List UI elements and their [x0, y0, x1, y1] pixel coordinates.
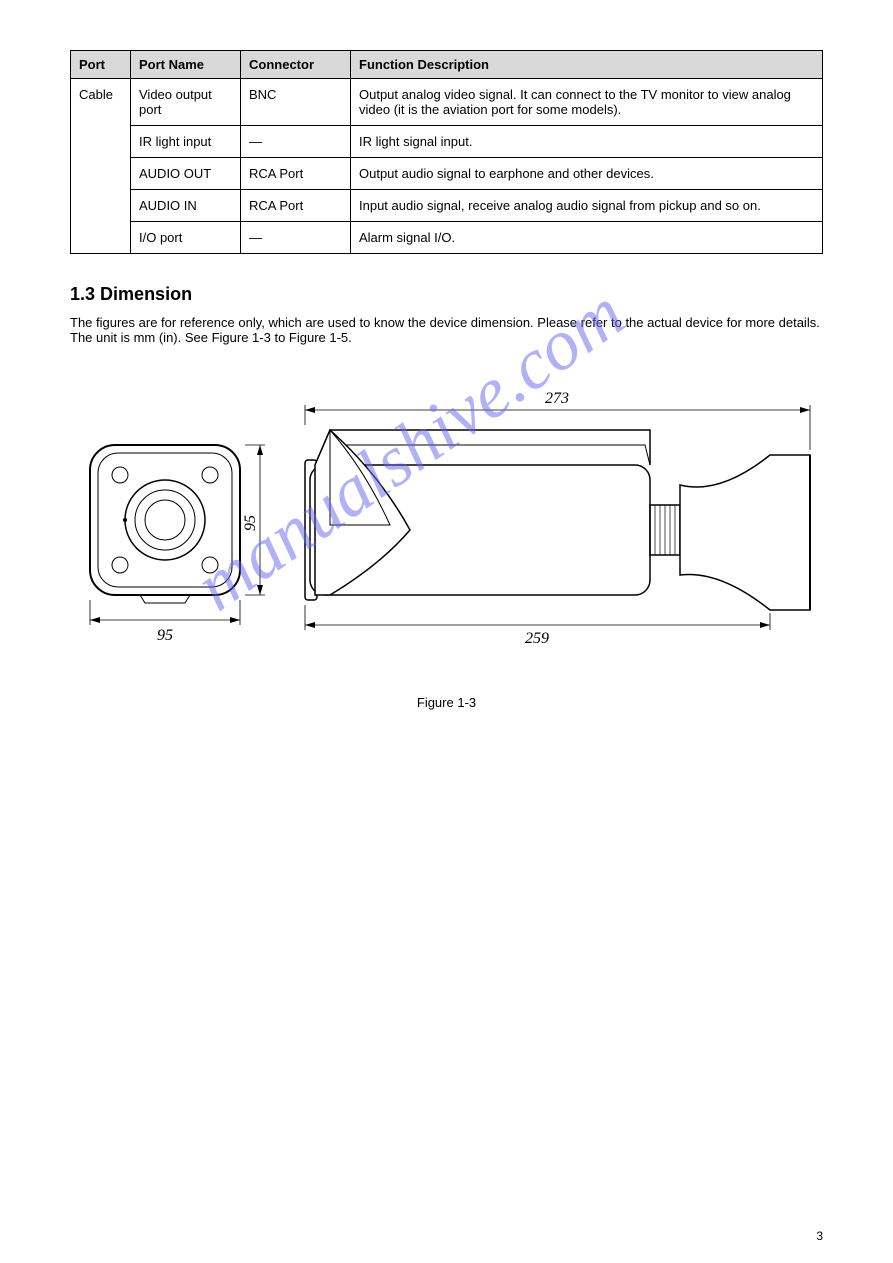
cell-name: IR light input	[131, 126, 241, 158]
cell-desc: Alarm signal I/O.	[351, 222, 823, 254]
dim-height-text: 95	[242, 515, 259, 531]
table-row: AUDIO OUT RCA Port Output audio signal t…	[71, 158, 823, 190]
cell-desc: Output analog video signal. It can conne…	[351, 79, 823, 126]
cell-conn: —	[241, 126, 351, 158]
dim-top-text: 273	[545, 390, 569, 407]
dimension-diagram: 95 95	[70, 365, 823, 685]
cell-conn: —	[241, 222, 351, 254]
cell-name: I/O port	[131, 222, 241, 254]
table-row: Cable Video output port BNC Output analo…	[71, 79, 823, 126]
cell-port: Cable	[71, 79, 131, 254]
th-conn: Connector	[241, 51, 351, 79]
cell-name: AUDIO OUT	[131, 158, 241, 190]
cell-name: AUDIO IN	[131, 190, 241, 222]
section-title: 1.3 Dimension	[70, 284, 823, 305]
cell-conn: RCA Port	[241, 158, 351, 190]
table-row: AUDIO IN RCA Port Input audio signal, re…	[71, 190, 823, 222]
section-number: 1.3	[70, 284, 95, 304]
th-port: Port	[71, 51, 131, 79]
page-number: 3	[816, 1229, 823, 1243]
table-row: IR light input — IR light signal input.	[71, 126, 823, 158]
cell-conn: BNC	[241, 79, 351, 126]
front-view: 95 95	[90, 445, 265, 644]
section-body: The figures are for reference only, whic…	[70, 315, 823, 345]
figure-caption: Figure 1-3	[70, 695, 823, 710]
cell-desc: Output audio signal to earphone and othe…	[351, 158, 823, 190]
camera-dimension-svg: 95 95	[70, 365, 830, 685]
cell-desc: IR light signal input.	[351, 126, 823, 158]
side-view: 273 259	[305, 390, 810, 647]
pinout-table: Port Port Name Connector Function Descri…	[70, 50, 823, 254]
table-row: I/O port — Alarm signal I/O.	[71, 222, 823, 254]
cell-conn: RCA Port	[241, 190, 351, 222]
dim-width-text: 95	[157, 627, 173, 644]
section-heading: Dimension	[100, 284, 192, 304]
table-header-row: Port Port Name Connector Function Descri…	[71, 51, 823, 79]
dimension-section: 1.3 Dimension The figures are for refere…	[70, 284, 823, 710]
dim-bottom-text: 259	[525, 630, 549, 647]
cell-desc: Input audio signal, receive analog audio…	[351, 190, 823, 222]
th-desc: Function Description	[351, 51, 823, 79]
cell-name: Video output port	[131, 79, 241, 126]
th-name: Port Name	[131, 51, 241, 79]
